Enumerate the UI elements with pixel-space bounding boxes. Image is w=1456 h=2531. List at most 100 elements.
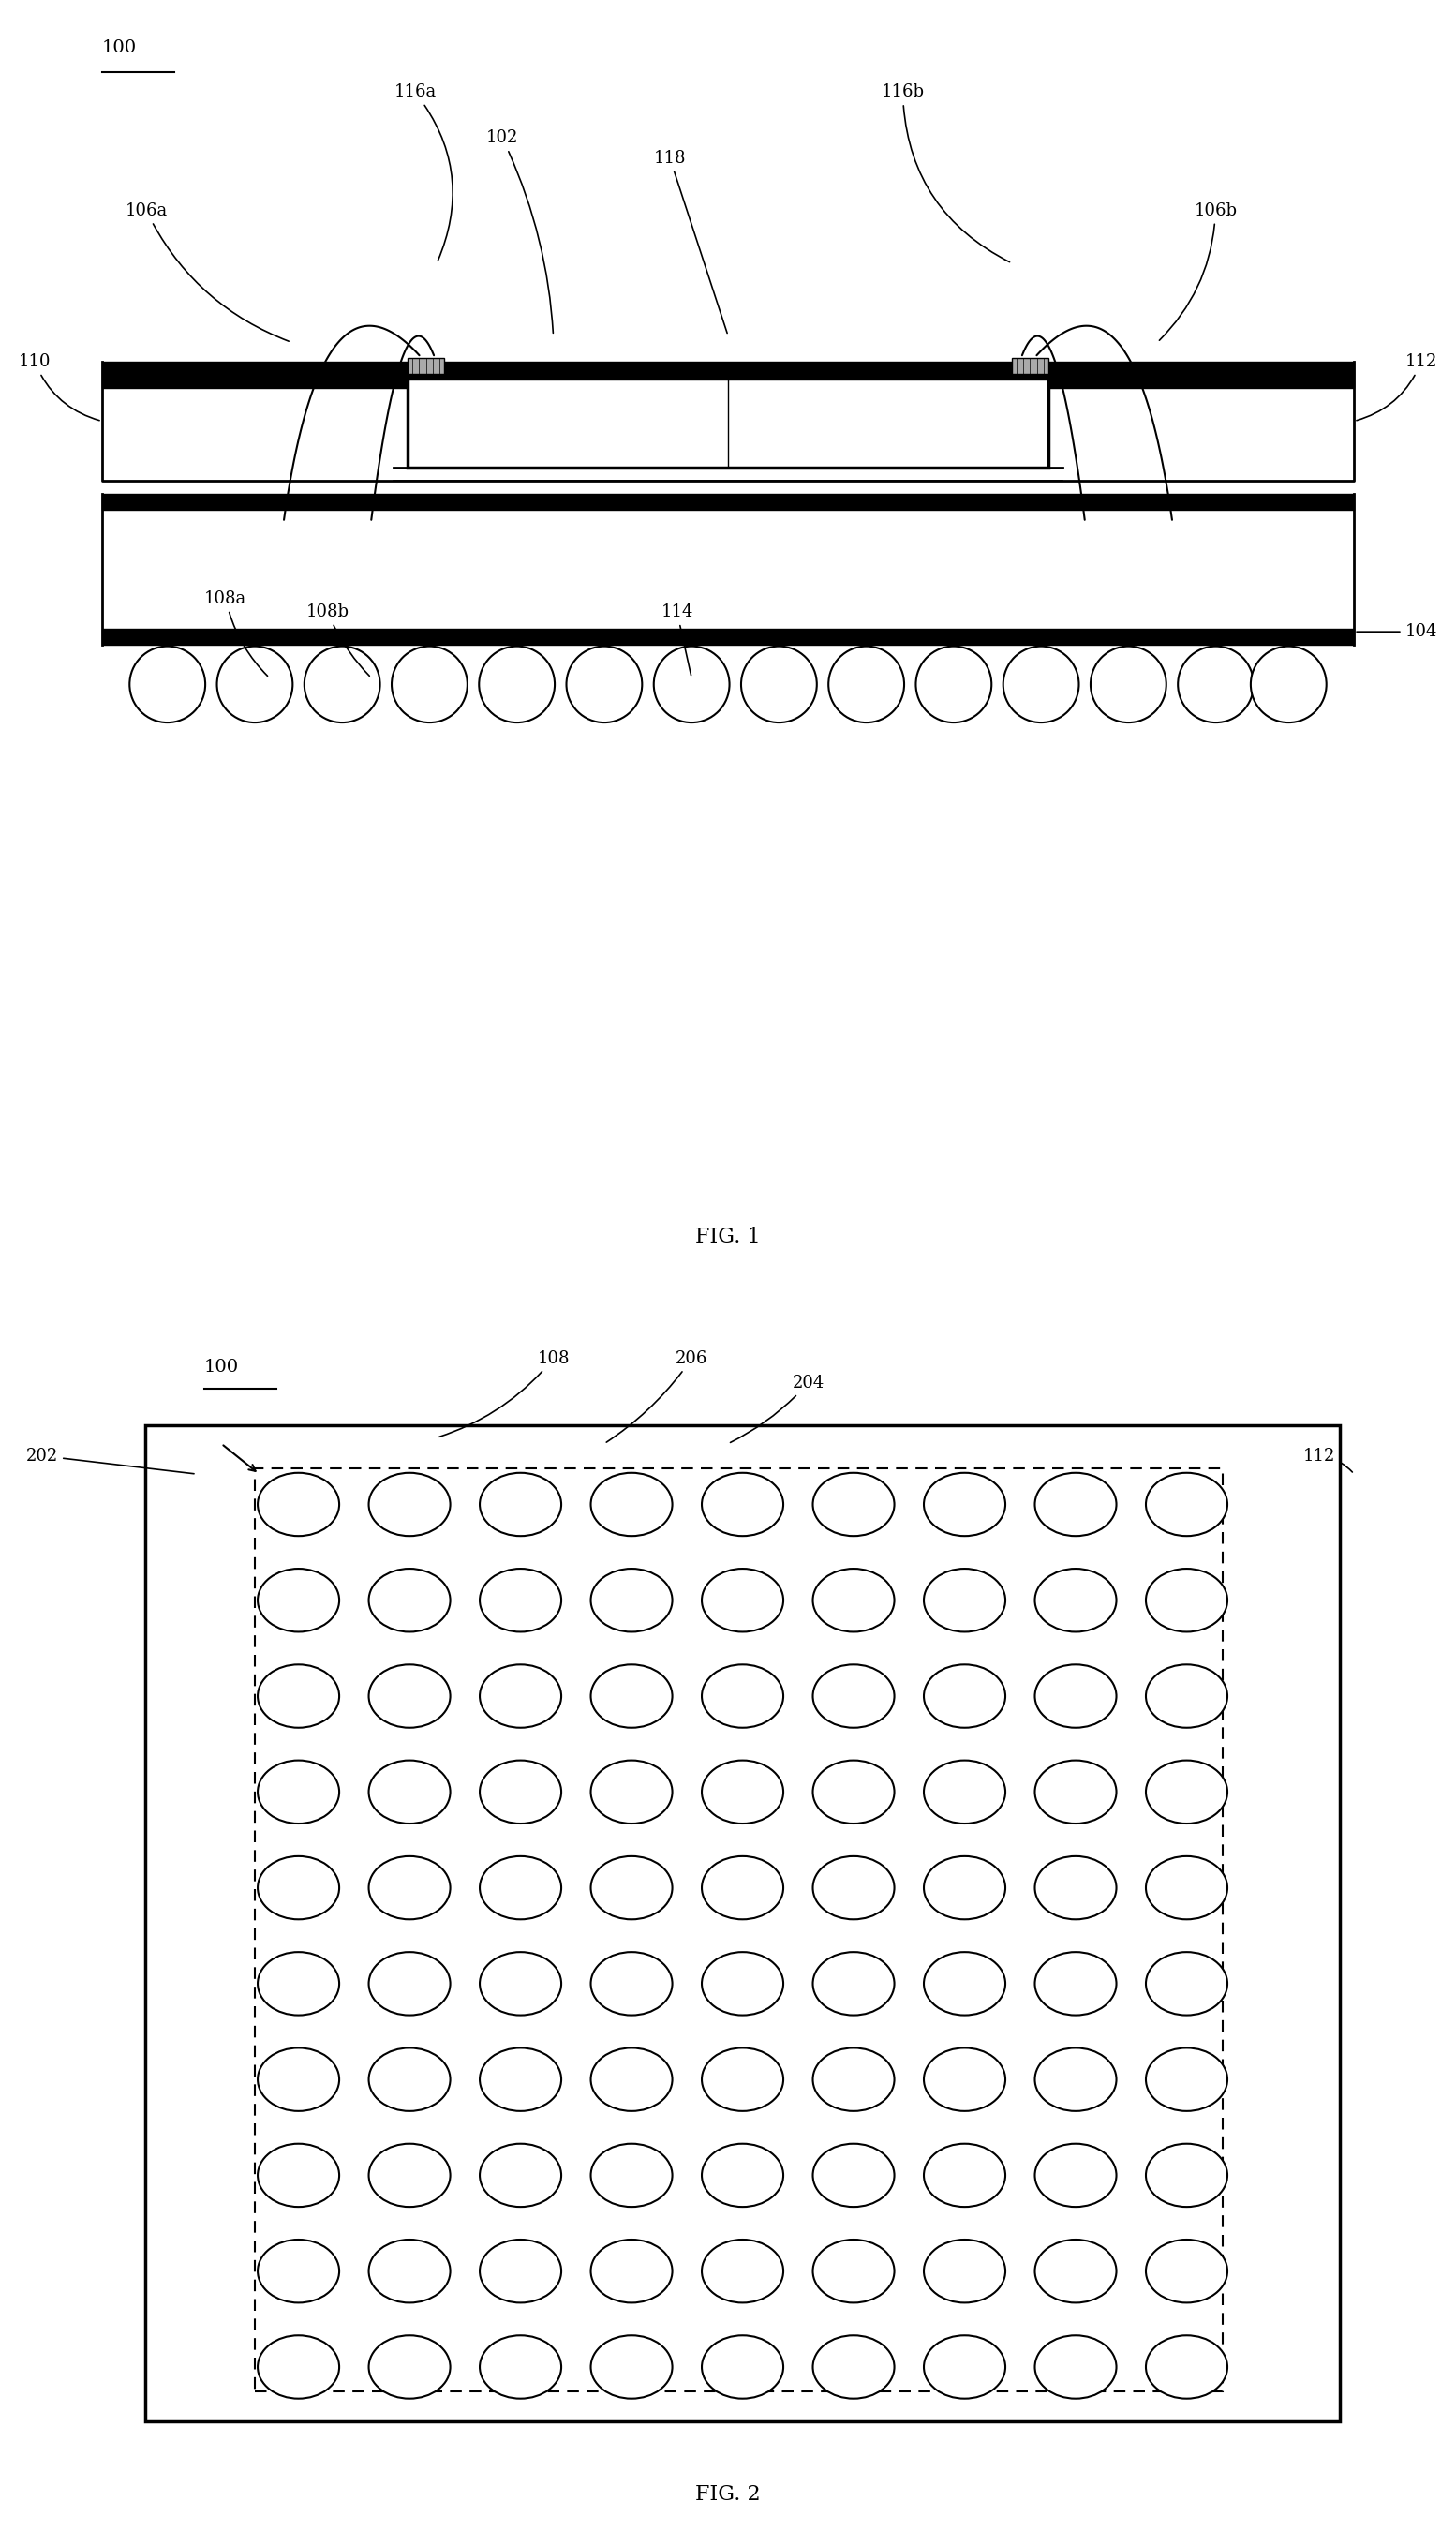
Ellipse shape [368, 2336, 450, 2399]
Ellipse shape [368, 2144, 450, 2207]
Ellipse shape [812, 1855, 894, 1918]
Ellipse shape [258, 1665, 339, 1729]
Ellipse shape [591, 2336, 673, 2399]
Ellipse shape [591, 1762, 673, 1822]
Ellipse shape [923, 1473, 1005, 1536]
Ellipse shape [1146, 1665, 1227, 1729]
Ellipse shape [1146, 1569, 1227, 1632]
Ellipse shape [1251, 645, 1326, 721]
Ellipse shape [368, 1473, 450, 1536]
Ellipse shape [1035, 1473, 1117, 1536]
Ellipse shape [258, 2336, 339, 2399]
Ellipse shape [591, 1569, 673, 1632]
Ellipse shape [591, 2144, 673, 2207]
Ellipse shape [1035, 1569, 1117, 1632]
Text: 102: 102 [486, 129, 553, 334]
Ellipse shape [923, 1951, 1005, 2015]
Text: 116a: 116a [393, 84, 453, 261]
Ellipse shape [923, 1762, 1005, 1822]
Text: 204: 204 [731, 1374, 824, 1443]
Ellipse shape [741, 645, 817, 721]
Ellipse shape [702, 1762, 783, 1822]
Ellipse shape [702, 1473, 783, 1536]
Ellipse shape [702, 1665, 783, 1729]
Ellipse shape [1178, 645, 1254, 721]
Ellipse shape [702, 2336, 783, 2399]
Ellipse shape [1146, 2048, 1227, 2111]
Ellipse shape [916, 645, 992, 721]
Ellipse shape [1146, 2336, 1227, 2399]
Text: FIG. 2: FIG. 2 [696, 2485, 760, 2506]
Ellipse shape [1035, 2336, 1117, 2399]
Ellipse shape [1146, 1762, 1227, 1822]
Ellipse shape [258, 1569, 339, 1632]
Ellipse shape [702, 1855, 783, 1918]
Ellipse shape [479, 2144, 562, 2207]
Ellipse shape [1035, 2048, 1117, 2111]
Ellipse shape [217, 645, 293, 721]
Ellipse shape [479, 2240, 562, 2303]
Ellipse shape [923, 1855, 1005, 1918]
Ellipse shape [479, 1473, 562, 1536]
Ellipse shape [702, 2048, 783, 2111]
Ellipse shape [1035, 1855, 1117, 1918]
Ellipse shape [812, 1762, 894, 1822]
Ellipse shape [258, 2144, 339, 2207]
Ellipse shape [591, 2048, 673, 2111]
Ellipse shape [368, 1951, 450, 2015]
Ellipse shape [812, 2144, 894, 2207]
Ellipse shape [130, 645, 205, 721]
Bar [408, 357, 444, 375]
Text: 202: 202 [26, 1448, 194, 1473]
Ellipse shape [1035, 1951, 1117, 2015]
Text: 118: 118 [654, 149, 727, 334]
Ellipse shape [591, 2240, 673, 2303]
Ellipse shape [812, 1473, 894, 1536]
Ellipse shape [702, 1569, 783, 1632]
Ellipse shape [923, 1569, 1005, 1632]
Text: 100: 100 [204, 1359, 239, 1374]
Ellipse shape [1091, 645, 1166, 721]
Ellipse shape [702, 1951, 783, 2015]
Ellipse shape [479, 2048, 562, 2111]
Ellipse shape [812, 2240, 894, 2303]
Ellipse shape [1146, 2144, 1227, 2207]
Ellipse shape [479, 1665, 562, 1729]
Text: 112: 112 [1357, 354, 1437, 420]
Ellipse shape [1146, 1951, 1227, 2015]
Ellipse shape [828, 645, 904, 721]
Ellipse shape [258, 1762, 339, 1822]
Text: 108a: 108a [204, 590, 268, 676]
Ellipse shape [566, 645, 642, 721]
Ellipse shape [258, 2048, 339, 2111]
Ellipse shape [812, 1951, 894, 2015]
Ellipse shape [1035, 1665, 1117, 1729]
Ellipse shape [258, 1951, 339, 2015]
Ellipse shape [479, 1569, 562, 1632]
Ellipse shape [591, 1665, 673, 1729]
Ellipse shape [591, 1473, 673, 1536]
Ellipse shape [258, 2240, 339, 2303]
Bar [1012, 357, 1048, 375]
Ellipse shape [591, 1855, 673, 1918]
Ellipse shape [923, 2336, 1005, 2399]
Text: 106a: 106a [125, 202, 288, 342]
Ellipse shape [368, 1665, 450, 1729]
Ellipse shape [304, 645, 380, 721]
Bar [255, 1468, 1223, 2392]
Ellipse shape [1035, 1762, 1117, 1822]
Text: 110: 110 [19, 354, 99, 420]
Ellipse shape [812, 1665, 894, 1729]
Bar [408, 370, 1048, 468]
Text: 206: 206 [606, 1349, 708, 1443]
Ellipse shape [479, 2336, 562, 2399]
Ellipse shape [923, 2144, 1005, 2207]
Text: 108b: 108b [306, 602, 370, 676]
Ellipse shape [368, 2048, 450, 2111]
Bar [146, 1425, 1340, 2422]
Text: 112: 112 [1303, 1448, 1353, 1473]
Ellipse shape [1035, 2144, 1117, 2207]
Ellipse shape [258, 1473, 339, 1536]
Ellipse shape [812, 2048, 894, 2111]
Ellipse shape [1146, 1855, 1227, 1918]
